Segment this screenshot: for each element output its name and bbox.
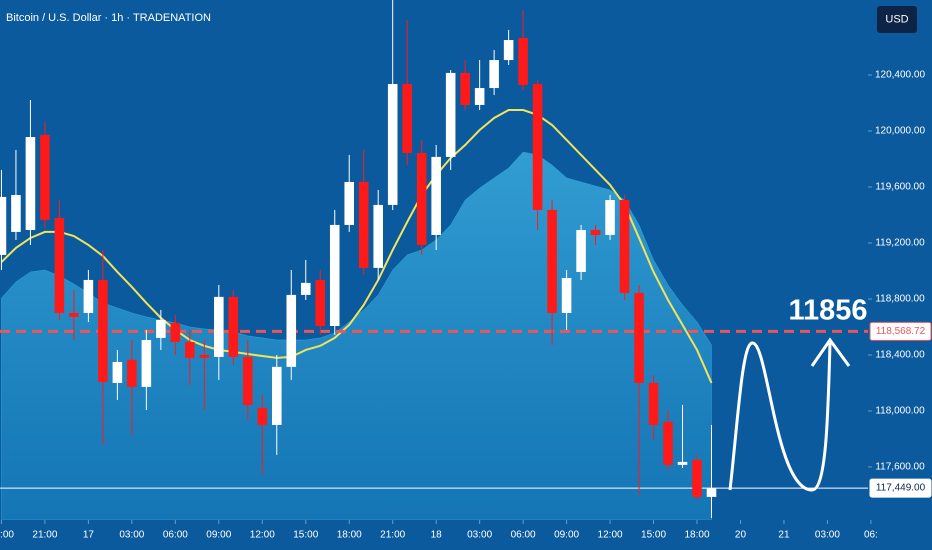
candle-body	[329, 224, 340, 326]
x-tick-label: 20	[735, 530, 747, 541]
price-label: 117,449.00	[876, 483, 926, 494]
candle-body	[69, 312, 79, 317]
moving-average	[0, 109, 713, 384]
price-label: 118,568.72	[876, 326, 926, 337]
x-tick-label: 18:00	[684, 530, 709, 541]
x-tick-label: 21	[778, 530, 790, 541]
candle-body	[547, 209, 557, 313]
x-tick-label: 03:00	[467, 530, 492, 541]
candle-body	[677, 461, 688, 465]
x-tick-label: 21:00	[380, 530, 405, 541]
x-tick-label: 09:00	[206, 530, 231, 541]
y-tick-label: 118,000.00	[875, 406, 925, 417]
candle-body	[373, 204, 383, 268]
candle-body	[170, 322, 181, 342]
x-tick-label: 12:00	[250, 530, 275, 541]
x-tick-label: 06:00	[163, 530, 188, 541]
y-tick-label: 119,600.00	[875, 182, 925, 193]
candle-body	[416, 152, 427, 245]
candle-body	[98, 279, 108, 382]
x-tick-label: 03:00	[815, 530, 840, 541]
candle-body	[460, 72, 470, 105]
candle-body	[271, 366, 282, 425]
candle-body	[40, 134, 50, 220]
candle-body	[214, 296, 224, 357]
candle-body	[692, 459, 702, 497]
candle-body	[257, 407, 268, 425]
candle-body	[112, 361, 123, 383]
y-tick-label: 120,400.00	[875, 70, 925, 81]
x-tick-label: 15:00	[641, 530, 666, 541]
candle-body	[315, 279, 326, 326]
candle-body	[634, 292, 644, 383]
currency-button[interactable]	[877, 6, 917, 33]
y-tick-label: 119,200.00	[875, 238, 925, 249]
currency-label[interactable]: USD	[885, 13, 908, 25]
candle-body	[127, 359, 137, 387]
candle-body	[243, 356, 253, 405]
candle-body	[199, 354, 210, 358]
y-tick-label: 118,800.00	[875, 294, 925, 305]
candle-body	[156, 319, 166, 338]
candle-body	[518, 37, 528, 85]
candle-body	[663, 421, 673, 465]
candle-body	[387, 83, 398, 205]
price-label-box	[869, 321, 932, 341]
candle-body	[532, 83, 543, 210]
candle-body	[228, 296, 239, 357]
x-tick-label: 06:00	[511, 530, 536, 541]
candle-body	[445, 72, 456, 157]
candle-body	[706, 488, 717, 497]
annotation: 11856	[788, 295, 867, 327]
candle-body	[141, 339, 152, 387]
candle-body	[590, 229, 601, 236]
candle-body	[489, 60, 499, 89]
x-tick-label: 06:	[864, 530, 878, 541]
x-tick-label: 18	[431, 530, 443, 541]
candle-body	[605, 200, 615, 236]
forecast-arrowhead	[810, 337, 851, 367]
candle-body	[25, 137, 36, 230]
forecast-wave	[728, 341, 832, 492]
x-tick-label: 18:00	[0, 530, 14, 541]
candle-body	[648, 382, 659, 425]
candle-body	[0, 196, 7, 255]
y-tick-label: 120,000.00	[875, 126, 925, 137]
area	[1, 151, 712, 520]
overlay: 118,568.72 117,449.00	[869, 321, 932, 498]
candle-body	[431, 156, 441, 236]
x-tick-label: 03:00	[119, 530, 144, 541]
candle-body	[83, 279, 94, 313]
candle-body	[344, 181, 355, 225]
candle-body	[358, 181, 369, 268]
candle-body	[561, 277, 572, 313]
candle-body	[185, 341, 195, 358]
candle-body	[503, 40, 514, 61]
x-tick-label: 12:00	[598, 530, 623, 541]
candle-body	[286, 294, 297, 367]
x-tick-label: 21:00	[32, 530, 57, 541]
candle-body	[576, 229, 586, 272]
candle-body	[402, 83, 412, 153]
candle-body	[300, 282, 311, 295]
candle-body	[54, 217, 65, 313]
plot-area	[0, 0, 868, 520]
candle-body	[474, 88, 485, 105]
x-tick-label: 18:00	[337, 530, 362, 541]
price-label-box	[869, 478, 932, 498]
y-tick-label: 117,600.00	[875, 462, 925, 473]
candle-body	[619, 200, 630, 293]
candle-body	[11, 194, 21, 232]
x-tick-label: 09:00	[554, 530, 579, 541]
y-tick-label: 118,400.00	[875, 350, 925, 361]
x-tick-label: 17	[83, 530, 95, 541]
x-tick-label: 15:00	[293, 530, 318, 541]
chart-title: Bitcoin / U.S. Dollar · 1h · TRADENATION	[6, 12, 211, 24]
